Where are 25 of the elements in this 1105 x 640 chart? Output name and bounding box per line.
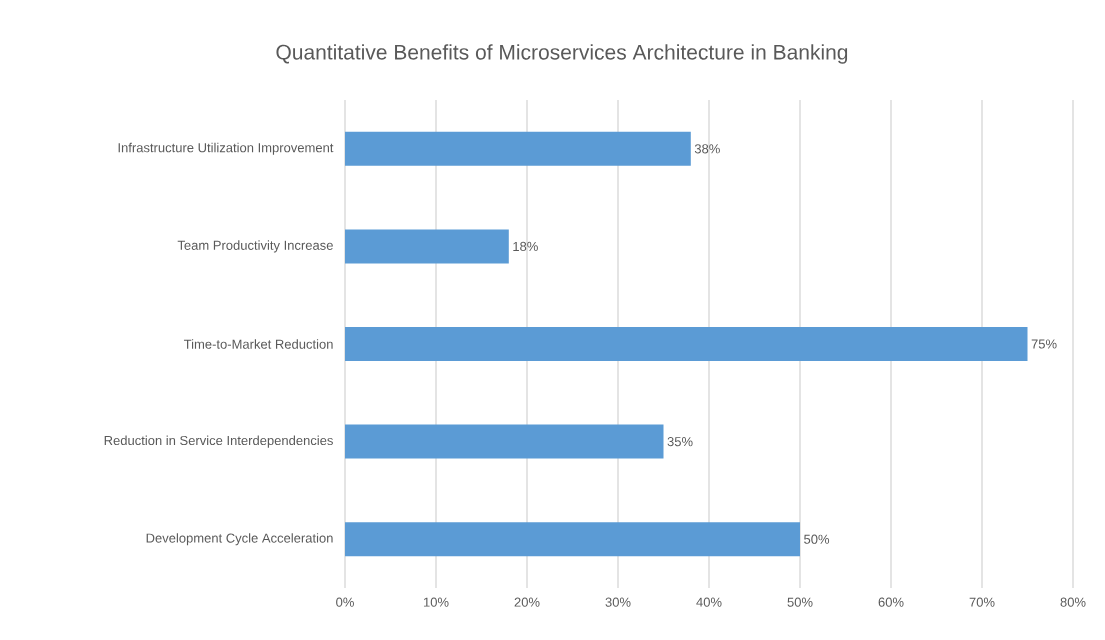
- x-tick-label: 50%: [787, 597, 813, 607]
- data-label: 75%: [1031, 339, 1057, 349]
- x-tick-label: 40%: [696, 597, 722, 607]
- data-label: 50%: [804, 534, 830, 544]
- x-tick-label: 30%: [605, 597, 631, 607]
- data-label: 18%: [513, 241, 538, 251]
- bar: [345, 229, 509, 264]
- x-tick-label: 20%: [514, 597, 540, 607]
- x-tick-label: 80%: [1060, 597, 1086, 607]
- chart-title: Quantitative Benefits of Microservices Architecture in Banking: [276, 44, 848, 64]
- bar: [345, 327, 1028, 361]
- y-tick-label: Reduction in Service Interdependencies: [104, 435, 333, 448]
- bar: [345, 522, 800, 557]
- y-tick-label: Team Productivity Increase: [177, 240, 333, 253]
- data-label: 35%: [667, 437, 693, 447]
- x-tick-label: 60%: [878, 597, 904, 607]
- data-label: 38%: [694, 144, 720, 154]
- y-tick-label: Infrastructure Utilization Improvement: [118, 142, 334, 155]
- bar: [345, 424, 664, 459]
- bar: [345, 131, 691, 166]
- x-tick-label: 70%: [969, 597, 995, 607]
- x-tick-label: 10%: [423, 597, 449, 607]
- y-tick-label: Development Cycle Acceleration: [146, 533, 333, 546]
- x-tick-label: 0%: [336, 597, 354, 607]
- y-tick-label: Time-to-Market Reduction: [183, 339, 333, 349]
